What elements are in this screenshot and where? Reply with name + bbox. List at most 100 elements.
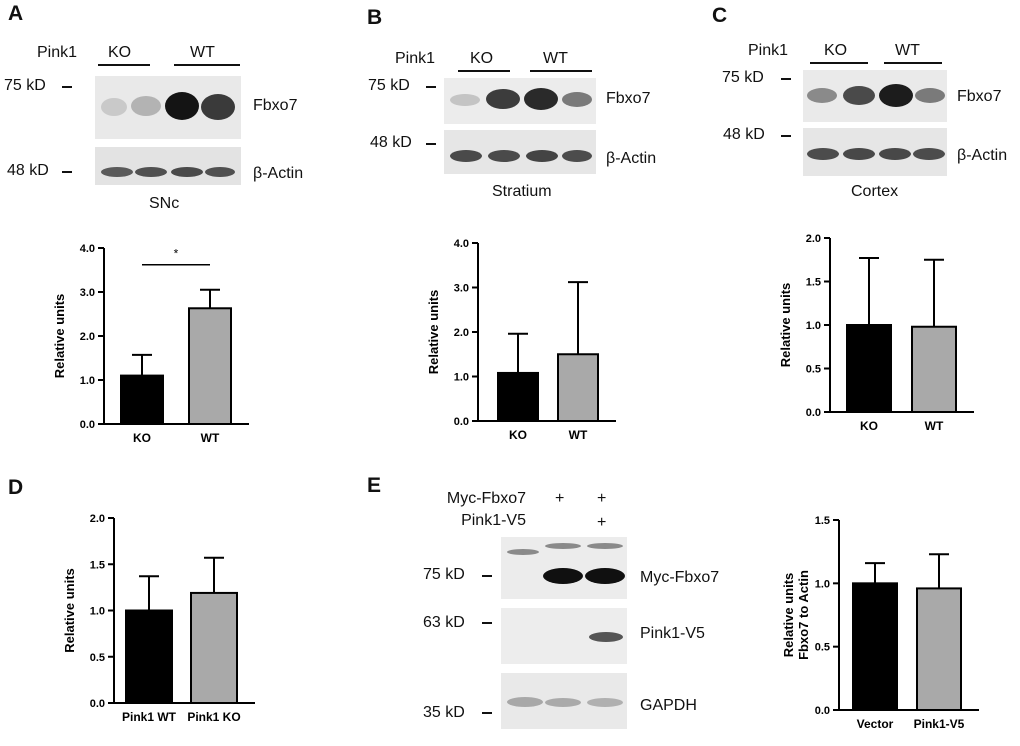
panel-a-chart: 0.0 1.0 2.0 3.0 4.0 Relative units KO WT *	[52, 243, 249, 445]
panel-e-chart: 0.0 0.5 1.0 1.5 Relative units Fbxo7 to Actin…	[781, 515, 979, 731]
panel-e-marker-75-tick	[482, 575, 492, 577]
chart-c-category-label: WT	[925, 419, 944, 433]
chart-c-y-tick-label: 0.0	[806, 407, 821, 419]
panel-b-fbxo7-blot	[444, 78, 596, 124]
chart-d-y-tick-label: 0.5	[90, 652, 105, 664]
chart-b-y-label: Relative units	[426, 290, 441, 375]
panel-b-chart: 0.0 1.0 2.0 3.0 4.0 Relative units KO WT	[426, 238, 616, 442]
panel-c-fbxo7-blot	[803, 70, 947, 122]
chart-c-y-tick-label: 1.5	[806, 277, 821, 289]
panel-a-fbxo7-blot	[95, 76, 241, 139]
panel-a-marker-48: 48 kD	[7, 162, 49, 179]
panel-b-marker-75-tick	[426, 86, 436, 88]
chart-e-bar-1	[916, 587, 962, 711]
chart-c-category-label: KO	[860, 419, 878, 433]
panel-e-pink1-v5-label: Pink1-V5	[640, 625, 705, 642]
panel-c-wt-underline	[884, 62, 942, 64]
chart-d-y-label: Relative units	[62, 568, 77, 653]
chart-a-y-tick-label: 1.0	[80, 375, 95, 387]
chart-d-bar-1	[190, 591, 238, 704]
chart-d-y-tick-label: 0.0	[90, 698, 105, 710]
chart-e-y-tick-label: 1.0	[815, 578, 830, 590]
chart-a-y-tick-label: 4.0	[80, 243, 95, 255]
panel-c-letter: C	[712, 4, 728, 27]
chart-c-y-tick-label: 1.0	[806, 320, 821, 332]
panel-e-row-pink1-label: Pink1-V5	[461, 512, 526, 529]
panel-b-group-wt: WT	[543, 50, 568, 67]
chart-d-y-tick-label: 1.0	[90, 606, 105, 618]
chart-a-bar-1	[188, 307, 232, 425]
panel-b-marker-48-tick	[426, 143, 436, 145]
chart-e-category-label: Pink1-V5	[914, 717, 965, 731]
chart-a-significance-star: *	[174, 247, 179, 261]
panel-c-group-wt: WT	[895, 42, 920, 59]
chart-c-bar-1	[911, 325, 957, 413]
panel-a-wt-underline	[174, 64, 240, 66]
chart-a-y-label: Relative units	[52, 294, 67, 379]
panel-b-group-ko: KO	[470, 50, 494, 67]
panel-c-group-ko: KO	[824, 42, 848, 59]
chart-b-y-tick-label: 4.0	[454, 238, 469, 250]
chart-e-y-label: Relative units	[781, 573, 796, 658]
panel-e-pink1-v5-blot	[501, 608, 627, 664]
chart-b-category-label: KO	[509, 428, 527, 442]
panel-e-gapdh-blot	[501, 673, 627, 729]
panel-a-group-wt: WT	[190, 44, 215, 61]
panel-a-fbxo7-label: Fbxo7	[253, 97, 298, 114]
chart-e-y-label-2: Fbxo7 to Actin	[796, 570, 811, 660]
chart-a-category-label: WT	[201, 431, 220, 445]
panel-e-marker-35-tick	[482, 712, 492, 714]
chart-e-y-tick-label: 0.5	[815, 642, 830, 654]
panel-e-row-pink1-sign-3: +	[597, 514, 607, 531]
panel-b-fbxo7-label: Fbxo7	[606, 90, 651, 107]
panel-e-marker-63: 63 kD	[423, 614, 465, 631]
panel-c-marker-75: 75 kD	[722, 69, 764, 86]
chart-d-category-label: Pink1 KO	[187, 710, 240, 724]
panel-a-letter: A	[8, 2, 24, 25]
panel-e-gapdh-label: GAPDH	[640, 697, 697, 714]
panel-c-marker-48-tick	[781, 135, 791, 137]
panel-a-marker-75: 75 kD	[4, 77, 46, 94]
panel-c-marker-75-tick	[781, 78, 791, 80]
panel-b-ko-underline	[458, 70, 510, 72]
panel-e-row-myc-label: Myc-Fbxo7	[446, 490, 526, 507]
panel-a-ko-underline	[98, 64, 150, 66]
panel-c-actin-label: β-Actin	[957, 147, 1008, 164]
panel-b-marker-75: 75 kD	[368, 77, 410, 94]
chart-a-bar-0	[120, 374, 164, 426]
chart-b-y-tick-label: 3.0	[454, 283, 469, 295]
panel-a-genotype-label: Pink1	[37, 44, 78, 61]
chart-c-bar-0	[846, 324, 892, 413]
chart-a-y-tick-label: 0.0	[80, 419, 95, 431]
panel-b-wt-underline	[530, 70, 592, 72]
panel-c-chart: 0.0 0.5 1.0 1.5 2.0 Relative units KO WT	[778, 233, 974, 433]
chart-c-y-tick-label: 0.5	[806, 364, 821, 376]
panel-b-actin-label: β-Actin	[606, 150, 657, 167]
panel-a-actin-blot	[95, 147, 241, 185]
panel-c-ko-underline	[810, 62, 868, 64]
chart-e-y-tick-label: 1.5	[815, 515, 830, 527]
panel-e-row-myc-sign-2: +	[555, 490, 565, 507]
panel-a-region-label: SNc	[149, 195, 180, 212]
panel-b-actin-blot	[444, 130, 596, 174]
panel-e-myc-fbxo7-label: Myc-Fbxo7	[640, 569, 720, 586]
chart-d-category-label: Pink1 WT	[122, 710, 177, 724]
chart-b-y-tick-label: 1.0	[454, 372, 469, 384]
chart-d-y-tick-label: 1.5	[90, 559, 105, 571]
chart-b-bar-1	[557, 353, 599, 422]
panel-a-marker-75-tick	[62, 86, 72, 88]
chart-b-bar-0	[497, 371, 539, 423]
panel-e-letter: E	[367, 474, 382, 497]
panel-a-marker-48-tick	[62, 171, 72, 173]
chart-c-y-tick-label: 2.0	[806, 233, 821, 245]
panel-e-marker-35: 35 kD	[423, 704, 465, 721]
chart-b-y-tick-label: 0.0	[454, 416, 469, 428]
panel-b-genotype-label: Pink1	[395, 50, 436, 67]
panel-c-fbxo7-label: Fbxo7	[957, 88, 1002, 105]
panel-c-region-label: Cortex	[851, 183, 899, 200]
panel-e-marker-75: 75 kD	[423, 566, 465, 583]
chart-b-y-tick-label: 2.0	[454, 327, 469, 339]
panel-e-marker-63-tick	[482, 622, 492, 624]
panel-a-group-ko: KO	[108, 44, 132, 61]
panel-e-myc-fbxo7-blot	[501, 537, 627, 599]
